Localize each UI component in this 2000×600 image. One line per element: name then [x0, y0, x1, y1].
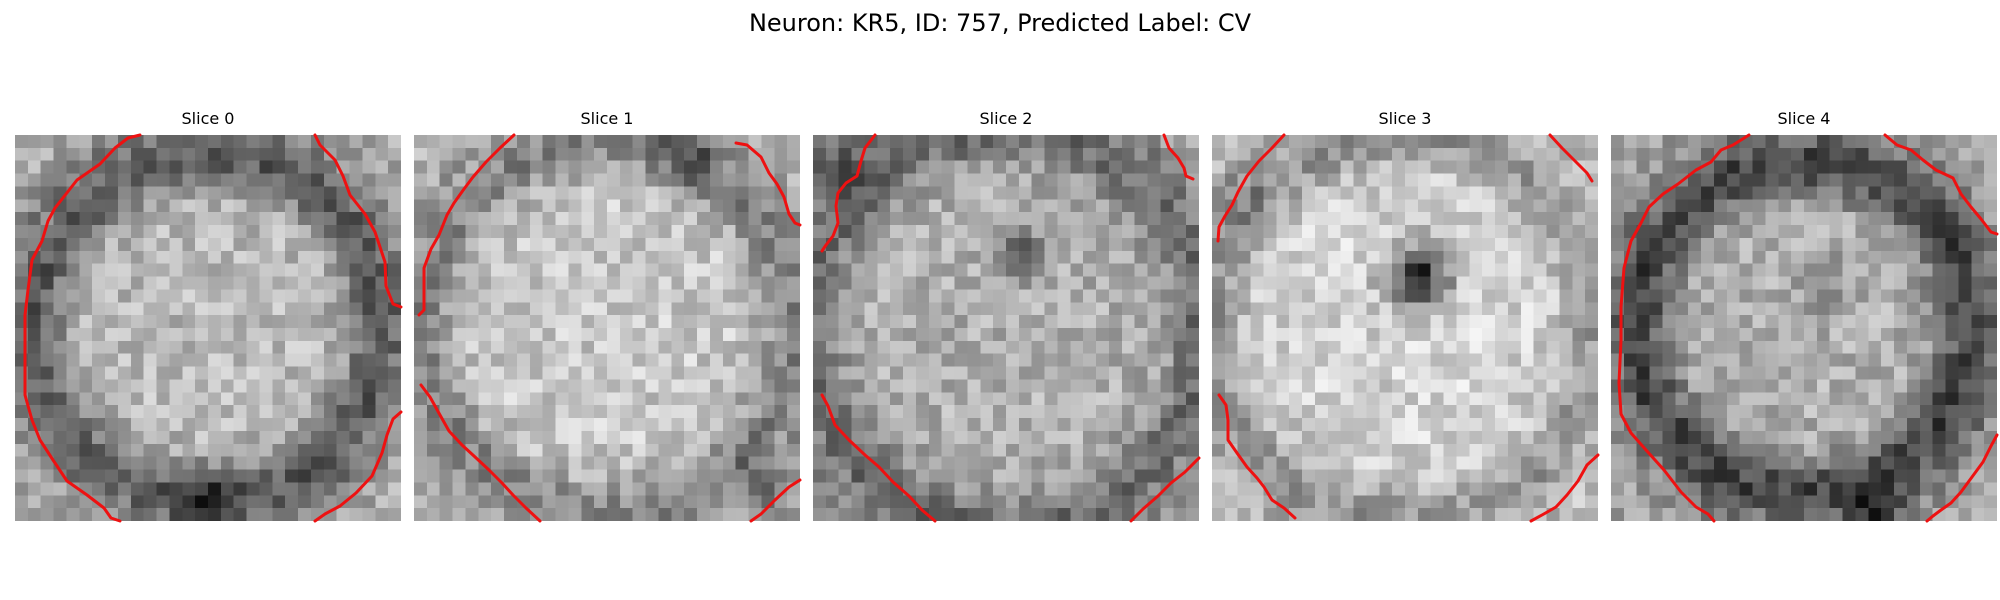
slice-title-4: Slice 4: [1777, 109, 1831, 128]
slice-title-0: Slice 0: [181, 109, 235, 128]
slice-panel-1: Slice 1: [414, 108, 802, 523]
slice-image-3: [1212, 135, 1598, 521]
slice-panel-3: Slice 3: [1212, 108, 1600, 523]
slice-image-2: [813, 135, 1199, 521]
slice-panel-4: Slice 4: [1611, 108, 1999, 523]
slice-title-3: Slice 3: [1378, 109, 1432, 128]
slice-title-1: Slice 1: [580, 109, 634, 128]
slice-image-0: [15, 135, 401, 521]
slice-title-2: Slice 2: [979, 109, 1033, 128]
slice-image-1: [414, 135, 800, 521]
slice-panel-0: Slice 0: [15, 108, 403, 523]
slice-panel-2: Slice 2: [813, 108, 1201, 523]
figure-title: Neuron: KR5, ID: 757, Predicted Label: C…: [748, 9, 1252, 37]
slice-image-4: [1611, 135, 1997, 521]
